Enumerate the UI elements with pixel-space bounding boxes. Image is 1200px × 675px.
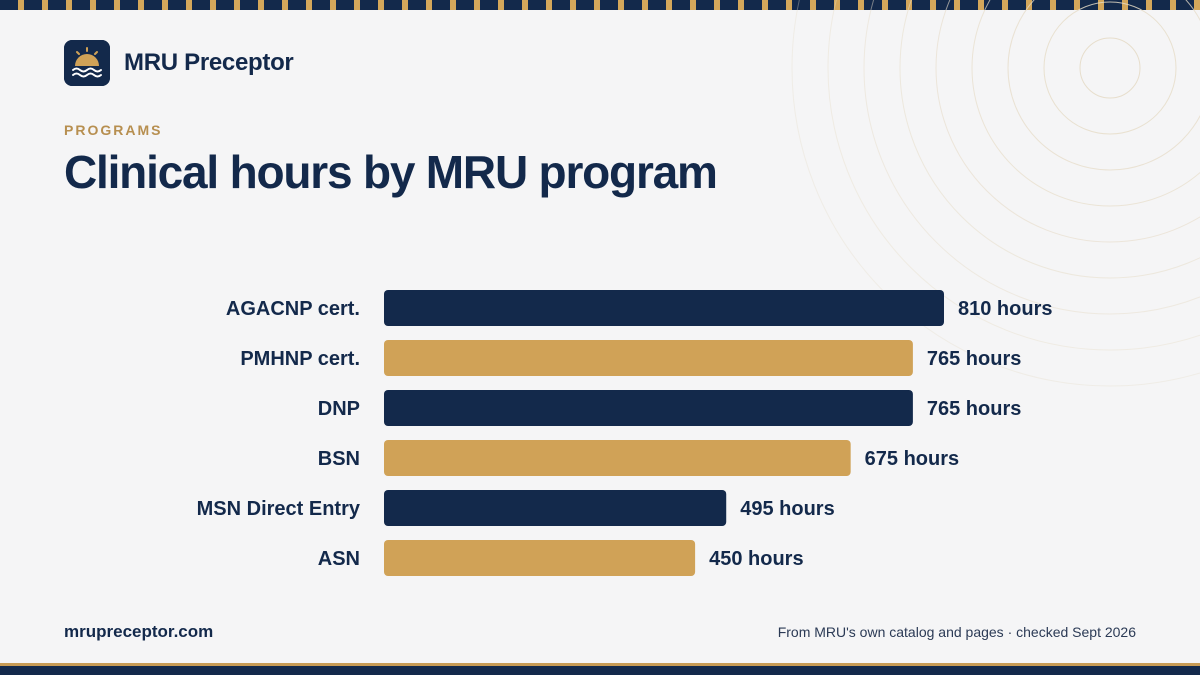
decor-circle (1079, 37, 1141, 99)
bar (384, 290, 944, 326)
value-label: 765 hours (927, 398, 1021, 420)
bar (384, 340, 913, 376)
category-label: BSN (318, 448, 360, 470)
bottom-border (0, 663, 1200, 675)
decor-circle (791, 0, 1200, 387)
category-label: DNP (318, 398, 360, 420)
value-label: 675 hours (865, 448, 959, 470)
category-label: AGACNP cert. (226, 298, 360, 320)
category-label: MSN Direct Entry (197, 498, 361, 520)
chart-title: Clinical hours by MRU program (64, 146, 718, 198)
bar (384, 440, 851, 476)
decor-circle (827, 0, 1200, 351)
bar (384, 390, 913, 426)
value-label: 495 hours (740, 498, 834, 520)
decor-circle (935, 0, 1200, 243)
brand-name: MRU Preceptor (124, 49, 294, 76)
brand-header: MRU Preceptor (64, 40, 294, 86)
value-label: 765 hours (927, 348, 1021, 370)
footer-site-link[interactable]: mrupreceptor.com (64, 622, 214, 641)
decor-circle (1043, 1, 1177, 135)
value-label: 810 hours (958, 298, 1052, 320)
top-dashed-border (0, 0, 1200, 14)
sunrise-over-waves-icon (64, 40, 110, 86)
bar (384, 540, 696, 576)
bar (384, 490, 727, 526)
decor-circle (863, 0, 1200, 315)
value-label: 450 hours (709, 548, 803, 570)
decor-circle (899, 0, 1200, 279)
category-label: ASN (318, 548, 360, 570)
section-label: PROGRAMS (64, 122, 163, 138)
decor-circle (1007, 0, 1200, 171)
footer-source-note: From MRU's own catalog and pages · check… (777, 624, 1136, 640)
decor-circle (971, 0, 1200, 207)
category-label: PMHNP cert. (240, 348, 360, 370)
